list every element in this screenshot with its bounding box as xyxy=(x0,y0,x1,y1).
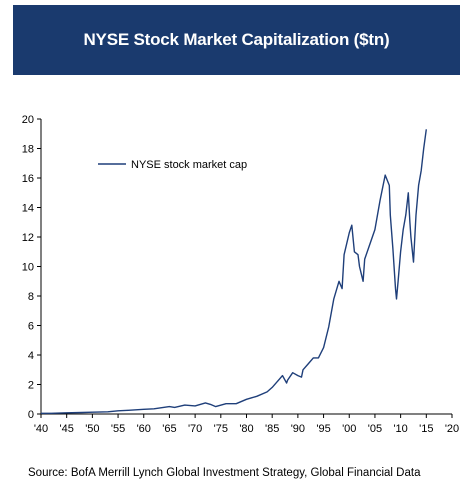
legend-label: NYSE stock market cap xyxy=(131,159,247,171)
y-tick-label: 20 xyxy=(22,114,34,126)
x-tick-label: '85 xyxy=(265,423,279,435)
x-tick-label: '55 xyxy=(111,423,125,435)
series-line-nyse-market-cap xyxy=(41,129,427,414)
y-tick-label: 0 xyxy=(28,409,34,421)
x-tick-label: '70 xyxy=(188,423,202,435)
y-tick-label: 16 xyxy=(22,173,34,185)
x-axis: '40 '45 '50 '55 '60 '65 '70 '75 '80 '85 '90 '95 '00 '… xyxy=(34,413,459,435)
y-tick-label: 18 xyxy=(22,144,34,156)
y-tick-label: 14 xyxy=(22,203,34,215)
x-tick-label: '95 xyxy=(316,423,330,435)
y-tick-label: 12 xyxy=(22,232,34,244)
x-tick-label: '60 xyxy=(137,423,151,435)
source-note: Source: BofA Merrill Lynch Global Invest… xyxy=(28,467,421,479)
x-tick-label: '80 xyxy=(239,423,253,435)
x-tick-label: '90 xyxy=(291,423,305,435)
y-tick-label: 8 xyxy=(28,291,34,303)
x-tick-label: '10 xyxy=(393,423,407,435)
y-tick-label: 10 xyxy=(22,262,34,274)
y-tick-label: 2 xyxy=(28,380,34,392)
title-banner: NYSE Stock Market Capitalization ($tn) xyxy=(13,5,460,75)
chart-title: NYSE Stock Market Capitalization ($tn) xyxy=(83,30,390,49)
y-tick-label: 4 xyxy=(28,350,34,362)
x-tick-label: '65 xyxy=(162,423,176,435)
x-tick-label: '75 xyxy=(214,423,228,435)
y-tick-label: 6 xyxy=(28,321,34,333)
series-group xyxy=(41,129,427,414)
legend: NYSE stock market cap xyxy=(98,159,247,171)
x-tick-label: '15 xyxy=(419,423,433,435)
x-tick-label: '05 xyxy=(368,423,382,435)
x-tick-label: '20 xyxy=(445,423,459,435)
x-tick-label: '45 xyxy=(60,423,74,435)
x-tick-label: '40 xyxy=(34,423,48,435)
x-tick-label: '50 xyxy=(85,423,99,435)
y-axis: 0 2 4 6 8 10 12 14 16 18 20 xyxy=(22,114,42,421)
x-tick-label: '00 xyxy=(342,423,356,435)
